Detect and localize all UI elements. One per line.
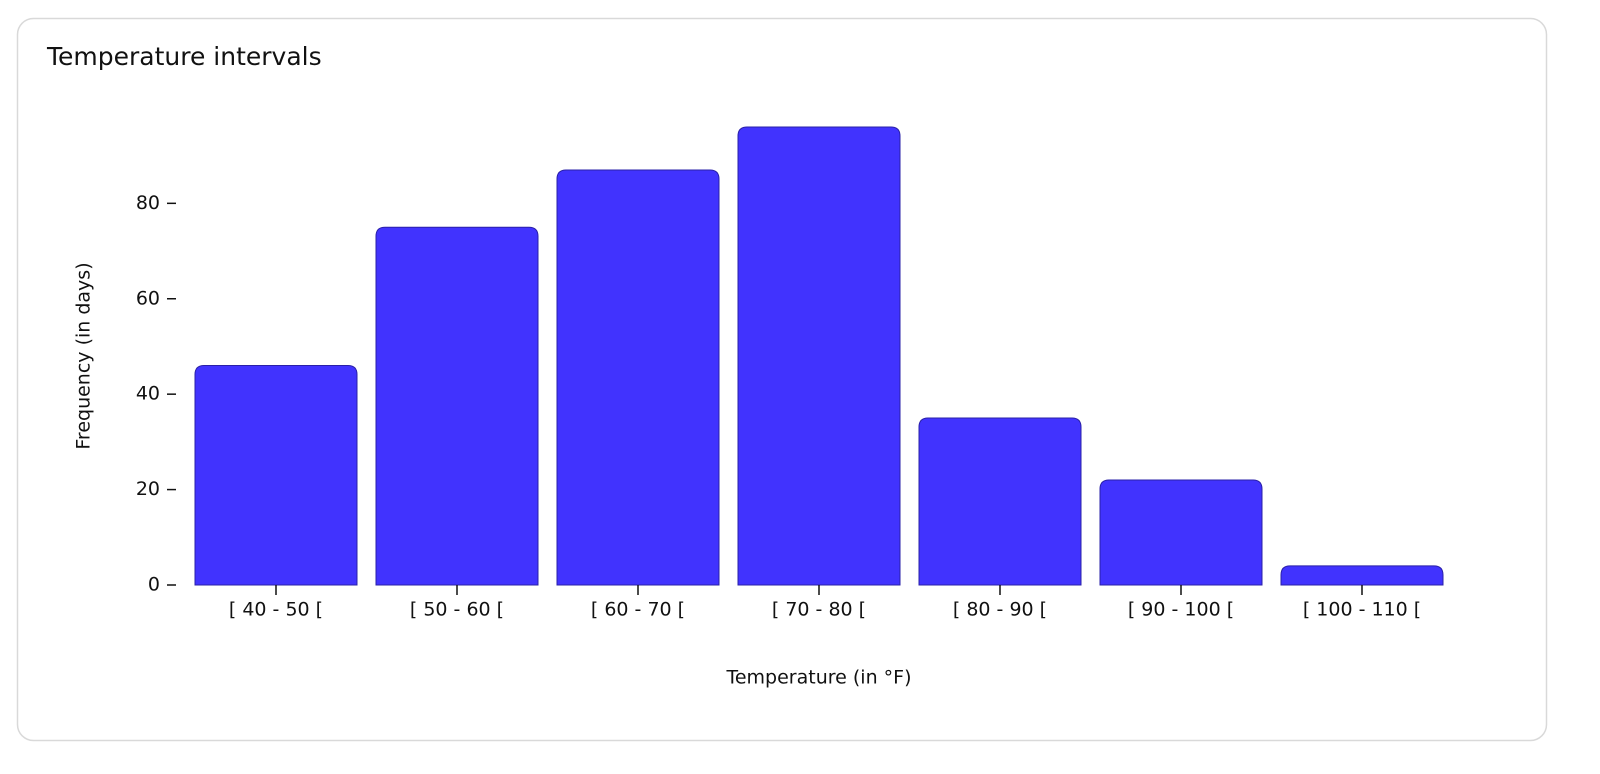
x-tick-label: [ 60 - 70 [ (591, 599, 685, 621)
y-tick-label: 0 (148, 574, 160, 596)
x-tick-label: [ 70 - 80 [ (772, 599, 866, 621)
bar (194, 365, 358, 586)
x-tick-label: [ 80 - 90 [ (953, 599, 1047, 621)
bar (556, 169, 720, 586)
y-axis-label: Frequency (in days) (73, 262, 95, 449)
x-axis-label: Temperature (in °F) (725, 667, 911, 689)
x-tick-label: [ 100 - 110 [ (1303, 599, 1421, 621)
x-tick-label: [ 90 - 100 [ (1128, 599, 1234, 621)
bar (1280, 565, 1444, 586)
y-tick-label: 60 (136, 287, 160, 309)
y-tick-label: 20 (136, 478, 160, 500)
x-tick-label: [ 50 - 60 [ (410, 599, 504, 621)
y-tick-label: 80 (136, 192, 160, 214)
chart-title: Temperature intervals (46, 42, 322, 71)
y-tick-label: 40 (136, 383, 160, 405)
bar (737, 126, 901, 586)
x-tick-label: [ 40 - 50 [ (229, 599, 323, 621)
bar (1099, 479, 1263, 586)
bar (375, 226, 539, 586)
bar (918, 417, 1082, 586)
